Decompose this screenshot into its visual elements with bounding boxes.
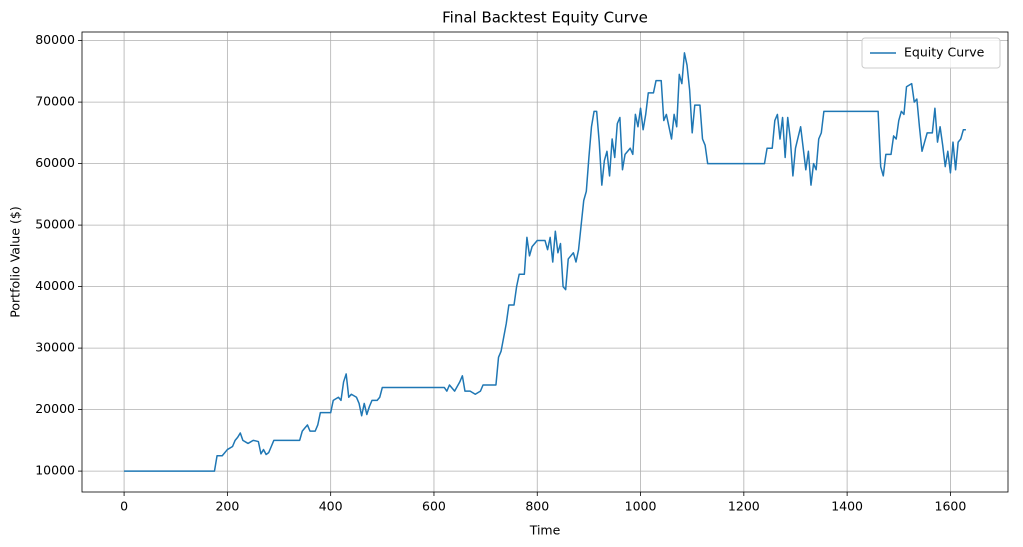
line-series: [124, 52, 966, 472]
x-tick-label: 800: [525, 499, 549, 514]
y-tick-label: 30000: [35, 340, 75, 355]
legend-label: Equity Curve: [904, 45, 985, 60]
y-tick-label: 70000: [35, 94, 75, 109]
legend: Equity Curve: [861, 37, 1001, 69]
x-tick-label: 1400: [831, 499, 863, 514]
x-tick-label: 1600: [935, 499, 967, 514]
plot-frame: [81, 31, 1009, 493]
y-axis-label: Portfolio Value ($): [8, 206, 23, 317]
y-tick-label: 80000: [35, 32, 75, 47]
x-tick-label: 400: [319, 499, 343, 514]
y-tick-label: 20000: [35, 401, 75, 416]
y-tick-label: 40000: [35, 278, 75, 293]
x-tick-label: 600: [422, 499, 446, 514]
y-tick-label: 50000: [35, 217, 75, 232]
x-axis-label: Time: [529, 523, 561, 538]
x-tick-label: 1200: [728, 499, 760, 514]
x-tick-label: 1000: [625, 499, 657, 514]
chart-title: Final Backtest Equity Curve: [442, 9, 648, 27]
x-tick-label: 200: [215, 499, 239, 514]
y-tick-label: 60000: [35, 155, 75, 170]
legend-box: [861, 37, 1001, 69]
x-tick-label: 0: [120, 499, 128, 514]
y-tick-label: 10000: [35, 463, 75, 478]
